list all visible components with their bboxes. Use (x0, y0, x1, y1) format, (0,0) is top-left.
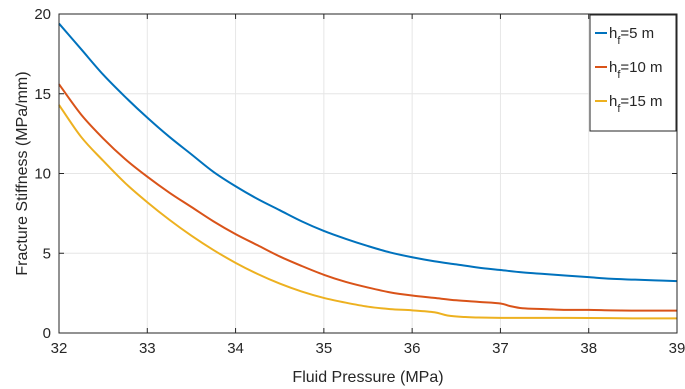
y-tick-label: 10 (34, 166, 51, 183)
series-line-1 (58, 22, 678, 283)
x-tick-label: 33 (139, 340, 156, 357)
legend-label-rest: =15 m (620, 93, 662, 110)
y-tick-label: 20 (34, 6, 51, 23)
x-tick-label: 39 (669, 340, 685, 357)
series-line-3 (58, 104, 677, 320)
x-tick-label: 38 (580, 340, 597, 357)
x-axis-title: Fluid Pressure (MPa) (292, 369, 443, 386)
y-axis-title: Fracture Stiffness (MPa/mm) (14, 71, 31, 275)
legend-label-subscript: f (617, 103, 621, 115)
x-tick-label: 34 (227, 340, 244, 357)
legend-box (589, 14, 677, 132)
x-tick-label: 37 (492, 340, 509, 357)
x-tick-label: 32 (51, 340, 68, 357)
y-tick-label: 5 (43, 245, 51, 262)
legend-label-rest: =10 m (620, 59, 662, 76)
x-tick-label: 35 (316, 340, 333, 357)
legend-label-main: h (609, 93, 617, 110)
plot-series (58, 22, 678, 320)
legend-label-rest: =5 m (620, 25, 654, 42)
legend-label: hf=10 m (609, 59, 663, 81)
series-line-2 (58, 83, 677, 312)
legend: hf=5 mhf=10 mhf=15 m (589, 14, 677, 132)
y-tick-label: 15 (34, 86, 51, 103)
legend-label-subscript: f (617, 35, 621, 47)
legend-label: hf=5 m (609, 25, 654, 47)
legend-label: hf=15 m (609, 93, 663, 115)
x-tick-label: 36 (404, 340, 421, 357)
legend-label-main: h (609, 59, 617, 76)
axis-ticks: 32 33 34 35 36 37 38 39 0 5 10 15 20 (34, 6, 685, 357)
legend-label-subscript: f (617, 69, 621, 81)
legend-label-main: h (609, 25, 617, 42)
y-tick-label: 0 (43, 325, 51, 342)
